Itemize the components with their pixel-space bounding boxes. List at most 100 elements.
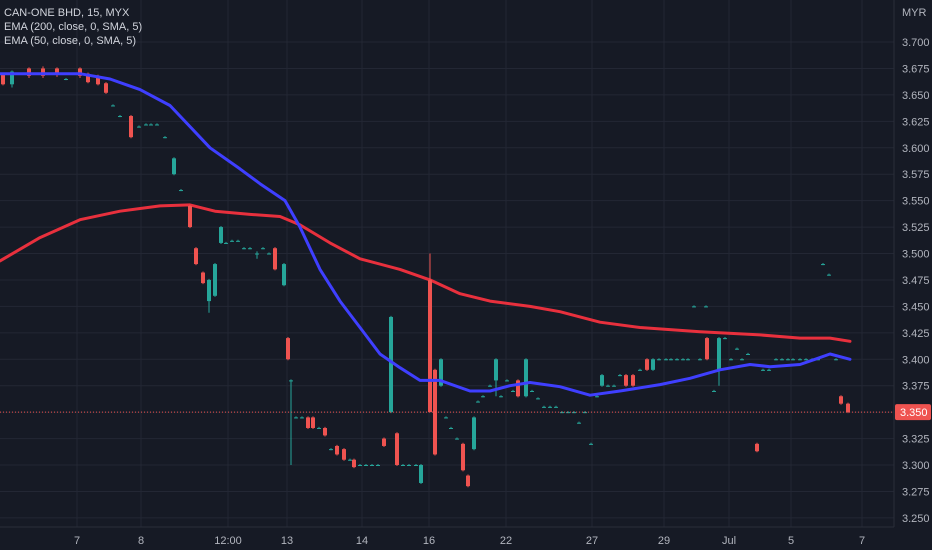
candle-body [618,375,622,377]
candle [364,463,368,467]
candle [358,463,362,467]
candle-body [86,73,90,83]
candle-body [755,443,759,452]
symbol-title[interactable]: CAN-ONE BHD, 15, MYX [4,7,130,19]
candle-body [712,390,716,392]
candle-body [364,465,368,466]
candle-body [645,359,649,370]
candle [774,358,778,361]
candle [657,358,661,361]
x-tick-label: 8 [138,535,144,547]
candle [577,421,581,424]
x-tick-label: 14 [356,535,368,547]
candle [389,315,393,414]
candle [548,405,552,408]
candle [179,188,183,192]
candle [786,358,790,361]
candle-body [735,348,739,350]
candle [267,252,271,255]
candle-body [612,385,616,387]
candle [172,157,176,176]
candle-body [717,338,721,370]
candle-body [236,240,240,242]
candle-body [466,475,470,487]
candle-body [657,359,661,361]
candle [311,416,315,430]
candle-body [669,359,673,361]
candle [348,458,352,461]
candle [401,463,405,467]
candle-body [41,68,45,76]
candle-body [505,380,509,382]
candle [524,358,528,398]
candle-body [651,359,655,370]
y-tick-label: 3.600 [902,143,930,155]
candle [163,136,167,139]
candle-body [723,338,727,340]
candle-body [839,396,843,404]
x-tick-label: 22 [500,535,512,547]
candle [376,463,380,467]
candle [631,374,635,387]
candle [798,358,802,361]
candle-body [129,116,133,138]
candle [194,247,198,266]
candle [129,114,133,139]
candle-body [548,406,552,408]
candle-body [194,248,198,265]
candle-body [511,390,515,392]
candle [289,379,293,465]
candle [705,337,709,361]
candle [300,416,304,419]
candle [64,77,68,81]
candle [834,358,838,361]
candle [505,379,509,382]
candle-body [382,438,386,446]
candle [188,204,192,229]
candle-body [681,359,685,361]
candle-body [401,465,405,466]
candle-body [767,369,771,371]
candle [712,389,716,393]
candle-body [698,359,702,361]
candle [155,123,159,126]
candle [118,114,122,118]
candle [499,395,503,398]
candle-body [846,403,850,413]
candle [352,458,356,469]
candle-body [163,137,167,139]
candle [255,251,259,259]
candle-body [118,116,122,118]
candle-body [248,248,252,250]
y-tick-label: 3.450 [902,301,930,313]
candle [461,442,465,472]
candle [335,444,339,456]
candle-body [542,406,546,408]
ema50-legend[interactable]: EMA (50, close, 0, SMA, 5) [4,35,137,47]
candle [723,337,727,340]
y-tick-label: 3.475 [902,275,930,287]
candle-body [692,306,696,308]
candle-body [554,406,558,408]
candle [516,379,520,398]
y-tick-label: 3.525 [902,222,930,234]
price-axis[interactable]: 3.700 3.675 3.650 3.625 3.600 3.575 3.550 3.525… [902,37,930,525]
candle-body [111,105,115,107]
candle [286,337,290,361]
y-tick-label: 3.700 [902,37,930,49]
candle [624,374,628,387]
candle-body [311,417,315,428]
candle [414,463,418,467]
candle-body [834,359,838,361]
y-tick-label: 3.325 [902,434,930,446]
candle [675,358,679,361]
candle-body [358,465,362,466]
candle-body [488,385,492,387]
time-axis[interactable]: 7 8 12:00 13 14 16 22 27 29 Jul 5 7 [74,535,865,547]
candle [236,239,240,242]
candle-body [267,253,271,255]
candle-body [439,359,443,386]
candle-body [536,398,540,400]
ema200-legend[interactable]: EMA (200, close, 0, SMA, 5) [4,21,143,33]
